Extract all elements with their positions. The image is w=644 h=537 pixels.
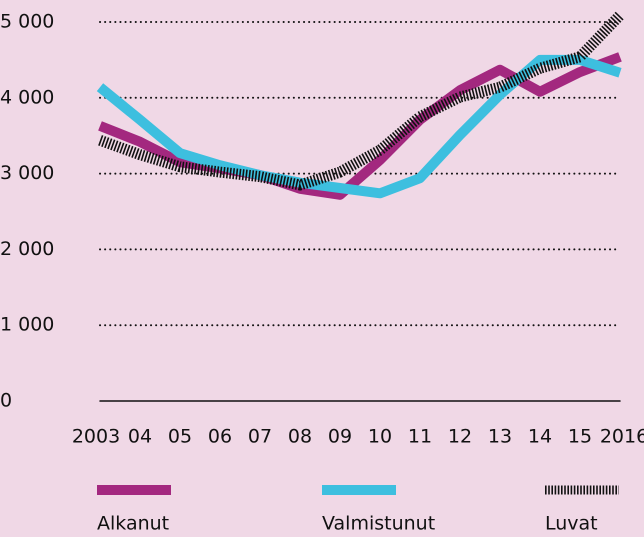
x-tick-label: 09 [328,426,352,448]
series-line [98,11,624,191]
x-tick-label: 06 [208,426,232,448]
x-tick-label: 2016 [600,426,644,448]
series-line [98,52,622,200]
x-tick-label: 14 [528,426,552,448]
legend-label: Luvat [545,513,598,535]
y-tick-label: 4 000 [0,86,54,108]
y-tick-label: 5 000 [0,11,54,33]
x-tick-label: 07 [248,426,272,448]
x-tick-label: 11 [408,426,432,448]
legend-label: Alkanut [97,513,169,535]
x-tick-label: 13 [488,426,512,448]
x-tick-label: 2003 [72,426,120,448]
x-tick-label: 10 [368,426,392,448]
x-tick-label: 15 [568,426,592,448]
y-tick-label: 0 [0,390,12,412]
y-tick-label: 2 000 [0,238,54,260]
y-tick-label: 3 000 [0,162,54,184]
legend-label: Valmistunut [322,513,435,535]
x-tick-label: 12 [448,426,472,448]
x-tick-label: 04 [128,426,152,448]
x-tick-label: 05 [168,426,192,448]
y-tick-label: 1 000 [0,314,54,336]
x-tick-label: 08 [288,426,312,448]
